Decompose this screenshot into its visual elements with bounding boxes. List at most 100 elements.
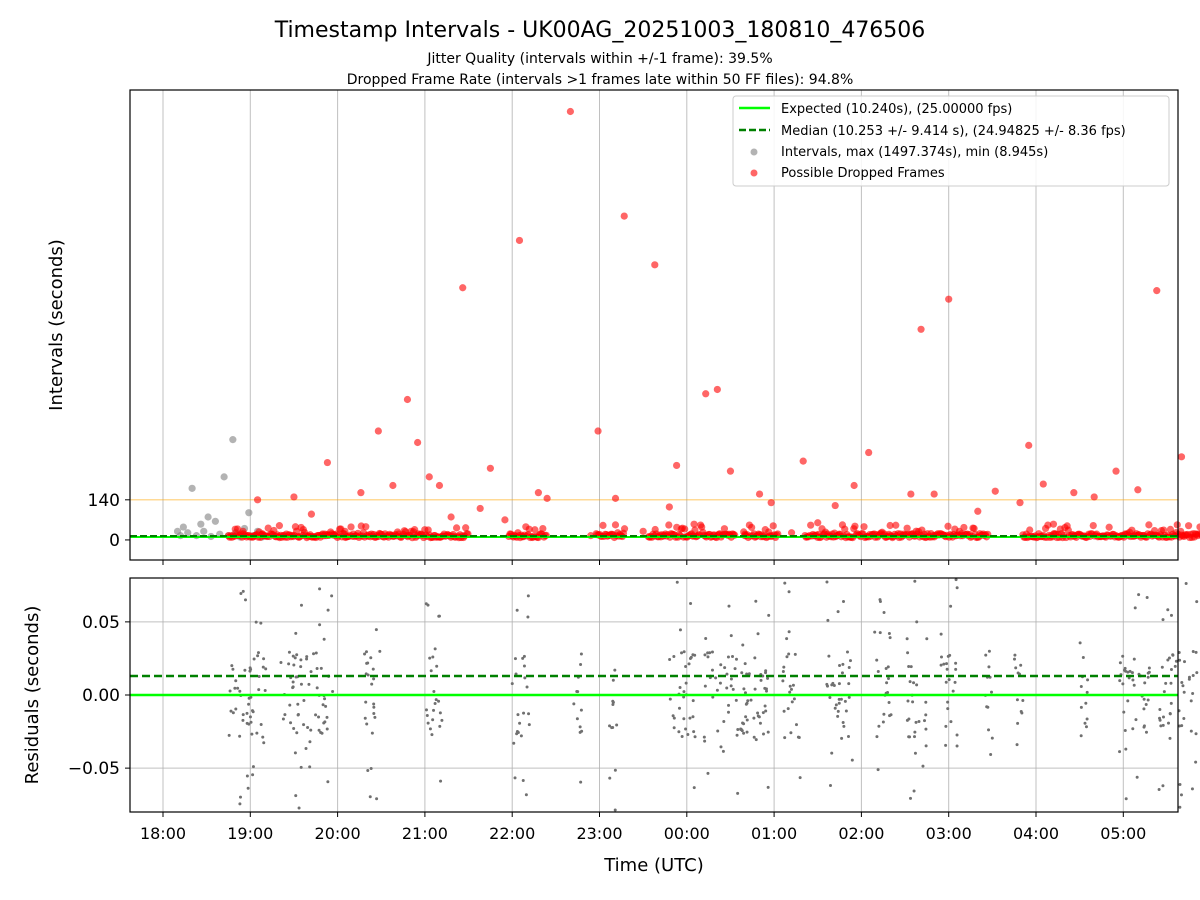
residual-point	[438, 711, 442, 715]
residual-point	[426, 721, 430, 725]
interval-point	[188, 484, 196, 492]
residual-point	[754, 738, 758, 742]
residual-point	[766, 730, 770, 734]
residual-point	[833, 706, 837, 710]
residual-point	[1191, 691, 1195, 695]
residual-point	[668, 658, 672, 662]
residual-point	[689, 601, 693, 605]
residual-point	[299, 658, 303, 662]
dropped-frame-point	[930, 490, 938, 498]
residual-point	[756, 632, 760, 636]
residual-point	[954, 578, 958, 582]
residual-point	[262, 741, 266, 745]
residual-point	[287, 662, 291, 666]
residual-point	[580, 729, 584, 733]
dropped-frame-point	[476, 504, 484, 513]
residual-point	[239, 591, 243, 595]
residual-point	[1189, 699, 1193, 703]
residual-point	[734, 657, 738, 661]
residual-point	[248, 715, 252, 719]
residual-point	[433, 647, 437, 651]
residual-point	[256, 651, 260, 655]
residual-point	[787, 630, 791, 634]
residual-point	[725, 672, 729, 676]
residual-point	[946, 707, 950, 711]
residual-point	[782, 665, 786, 669]
interval-point	[200, 527, 208, 535]
residual-point	[752, 735, 756, 739]
residual-point	[513, 776, 517, 780]
residual-point	[1133, 606, 1137, 610]
residual-point	[1180, 681, 1184, 685]
residual-point	[1144, 730, 1148, 734]
residual-point	[797, 735, 801, 739]
residual-point	[954, 661, 958, 665]
residual-point	[431, 718, 435, 722]
residual-point	[731, 687, 735, 691]
residual-point	[847, 682, 851, 686]
residual-point	[882, 712, 886, 716]
residual-point	[706, 655, 710, 659]
legend-box	[732, 95, 1170, 187]
residuals-y-tick-label: −0.05	[68, 759, 120, 779]
residual-point	[684, 665, 688, 669]
intervals-y-tick-label: 140	[88, 491, 120, 511]
dropped-frame-point	[1044, 521, 1052, 529]
residual-point	[703, 739, 707, 743]
x-tick-label: 20:00	[315, 824, 361, 843]
residual-point	[787, 652, 791, 656]
residual-point	[1122, 668, 1126, 672]
residual-point	[302, 698, 306, 702]
residual-point	[291, 654, 295, 658]
residual-point	[788, 690, 792, 694]
residual-point	[908, 796, 912, 800]
dropped-frame-point	[865, 448, 873, 457]
residual-point	[318, 587, 322, 591]
interval-point	[229, 436, 237, 444]
residual-point	[944, 743, 948, 747]
residual-point	[684, 727, 688, 731]
residual-point	[369, 766, 373, 770]
dropped-frame-point	[1026, 526, 1034, 534]
dropped-frame-point	[851, 522, 859, 530]
residual-point	[229, 709, 233, 713]
dropped-frame-point	[1025, 441, 1033, 449]
residual-point	[372, 702, 376, 706]
residual-point	[1142, 697, 1146, 701]
x-axis-ticks: 18:00 19:00 20:00 21:00 22:00 23:00 00:00 01:00…	[140, 560, 1146, 843]
residual-point	[295, 731, 299, 735]
residual-point	[424, 708, 428, 712]
dropped-frame-point	[860, 523, 868, 531]
residual-point	[428, 656, 432, 660]
residual-point	[519, 734, 523, 738]
residual-point	[842, 599, 846, 603]
interval-point	[204, 513, 212, 521]
dropped-frame-point	[665, 503, 673, 511]
residual-point	[888, 714, 892, 718]
residual-point	[729, 634, 733, 638]
residual-point	[256, 654, 260, 658]
dropped-frame-point	[341, 527, 349, 535]
residual-point	[848, 659, 852, 663]
dropped-frame-point	[831, 501, 839, 510]
residual-point	[908, 680, 912, 684]
residual-point	[1178, 658, 1182, 662]
residual-point	[763, 704, 767, 708]
residual-point	[231, 711, 235, 715]
residual-point	[756, 714, 760, 718]
residual-point	[691, 699, 695, 703]
residual-point	[1146, 675, 1150, 679]
dropped-frame-point	[459, 284, 467, 292]
residual-point	[323, 720, 327, 724]
dropped-frame-point	[435, 481, 444, 490]
residual-point	[912, 735, 916, 739]
residual-point	[1079, 734, 1083, 738]
residual-point	[1081, 655, 1085, 659]
residual-point	[241, 718, 245, 722]
residual-point	[838, 663, 842, 667]
residual-point	[706, 651, 710, 655]
residual-point	[1173, 664, 1177, 668]
residual-point	[578, 725, 582, 729]
residual-point	[955, 733, 959, 737]
